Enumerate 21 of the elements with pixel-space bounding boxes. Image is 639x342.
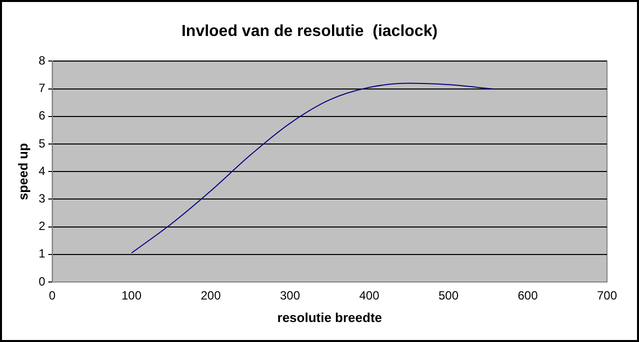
chart-title: Invloed van de resolutie (iaclock) [181, 23, 438, 40]
y-tick-label: 5 [38, 136, 46, 150]
x-tick-label: 400 [359, 288, 380, 303]
y-tick-label: 4 [38, 164, 46, 178]
line-series [131, 82, 493, 254]
x-tick-label: 300 [280, 288, 300, 303]
x-tick-label: 200 [200, 288, 222, 303]
y-tick-label: 2 [38, 219, 46, 234]
x-tick-label: 0 [48, 288, 56, 303]
x-tick-label: 700 [596, 288, 618, 303]
y-tick-label: 6 [38, 108, 46, 123]
x-tick-label: 500 [438, 288, 459, 303]
y-axis-title: speed up [15, 143, 30, 200]
y-tick-label: 1 [38, 246, 46, 261]
x-axis-title: resolutie breedte [277, 310, 382, 325]
y-tick-label: 0 [38, 274, 46, 288]
x-tick-label: 600 [518, 288, 538, 303]
x-tick-label: 100 [122, 288, 142, 303]
y-tick-label: 7 [38, 81, 46, 96]
y-tick-label: 8 [38, 54, 46, 68]
y-tick-label: 3 [38, 192, 46, 206]
